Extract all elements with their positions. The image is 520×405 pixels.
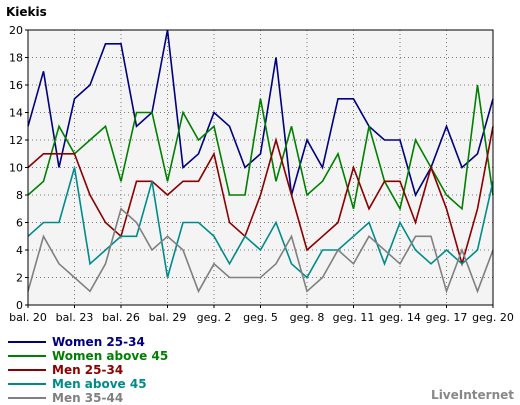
x-tick-label: geg. 5 <box>243 311 278 324</box>
chart-title: Kiekis <box>6 5 47 19</box>
y-tick-label: 8 <box>16 189 23 202</box>
x-tick-label: geg. 2 <box>197 311 232 324</box>
y-tick-label: 0 <box>16 299 23 312</box>
x-tick-label: geg. 8 <box>290 311 325 324</box>
legend-label: Women 25-34 <box>52 335 145 349</box>
legend-label: Women above 45 <box>52 349 168 363</box>
legend-label: Men 25-34 <box>52 363 123 377</box>
x-tick-label: bal. 23 <box>56 311 94 324</box>
x-tick-label: bal. 20 <box>9 311 47 324</box>
x-tick-label: bal. 29 <box>149 311 187 324</box>
series-line-women-above-45 <box>27 84 494 212</box>
y-tick-label: 6 <box>16 217 23 230</box>
legend-label: Men above 45 <box>52 377 147 391</box>
x-tick-label: geg. 20 <box>472 311 514 324</box>
series-line-men-25-34 <box>27 126 494 267</box>
y-tick-label: 18 <box>9 52 23 65</box>
y-tick-label: 2 <box>16 272 23 285</box>
y-tick-label: 14 <box>9 107 23 120</box>
credit-label: LiveInternet <box>431 388 514 402</box>
y-tick-label: 16 <box>9 79 23 92</box>
y-axis-ticks: 0 2 4 6 8 10 12 14 16 18 20 <box>9 24 28 312</box>
legend-label: Men 35-44 <box>52 391 123 405</box>
series-lines <box>27 29 494 294</box>
series-line-women-25-34 <box>27 29 494 198</box>
plot-frame <box>27 29 494 306</box>
y-tick-label: 4 <box>16 244 23 257</box>
series-line-men-above-45 <box>27 167 494 279</box>
x-tick-label: geg. 17 <box>426 311 468 324</box>
y-tick-label: 12 <box>9 134 23 147</box>
y-tick-label: 20 <box>9 24 23 37</box>
series-line-men-35-44 <box>27 207 494 294</box>
x-tick-label: bal. 26 <box>102 311 140 324</box>
x-axis-ticks: bal. 20 bal. 23 bal. 26 bal. 29 geg. 2 geg. 5… <box>9 305 514 324</box>
x-tick-label: geg. 11 <box>333 311 375 324</box>
x-tick-label: geg. 14 <box>379 311 421 324</box>
y-tick-label: 10 <box>9 162 23 175</box>
